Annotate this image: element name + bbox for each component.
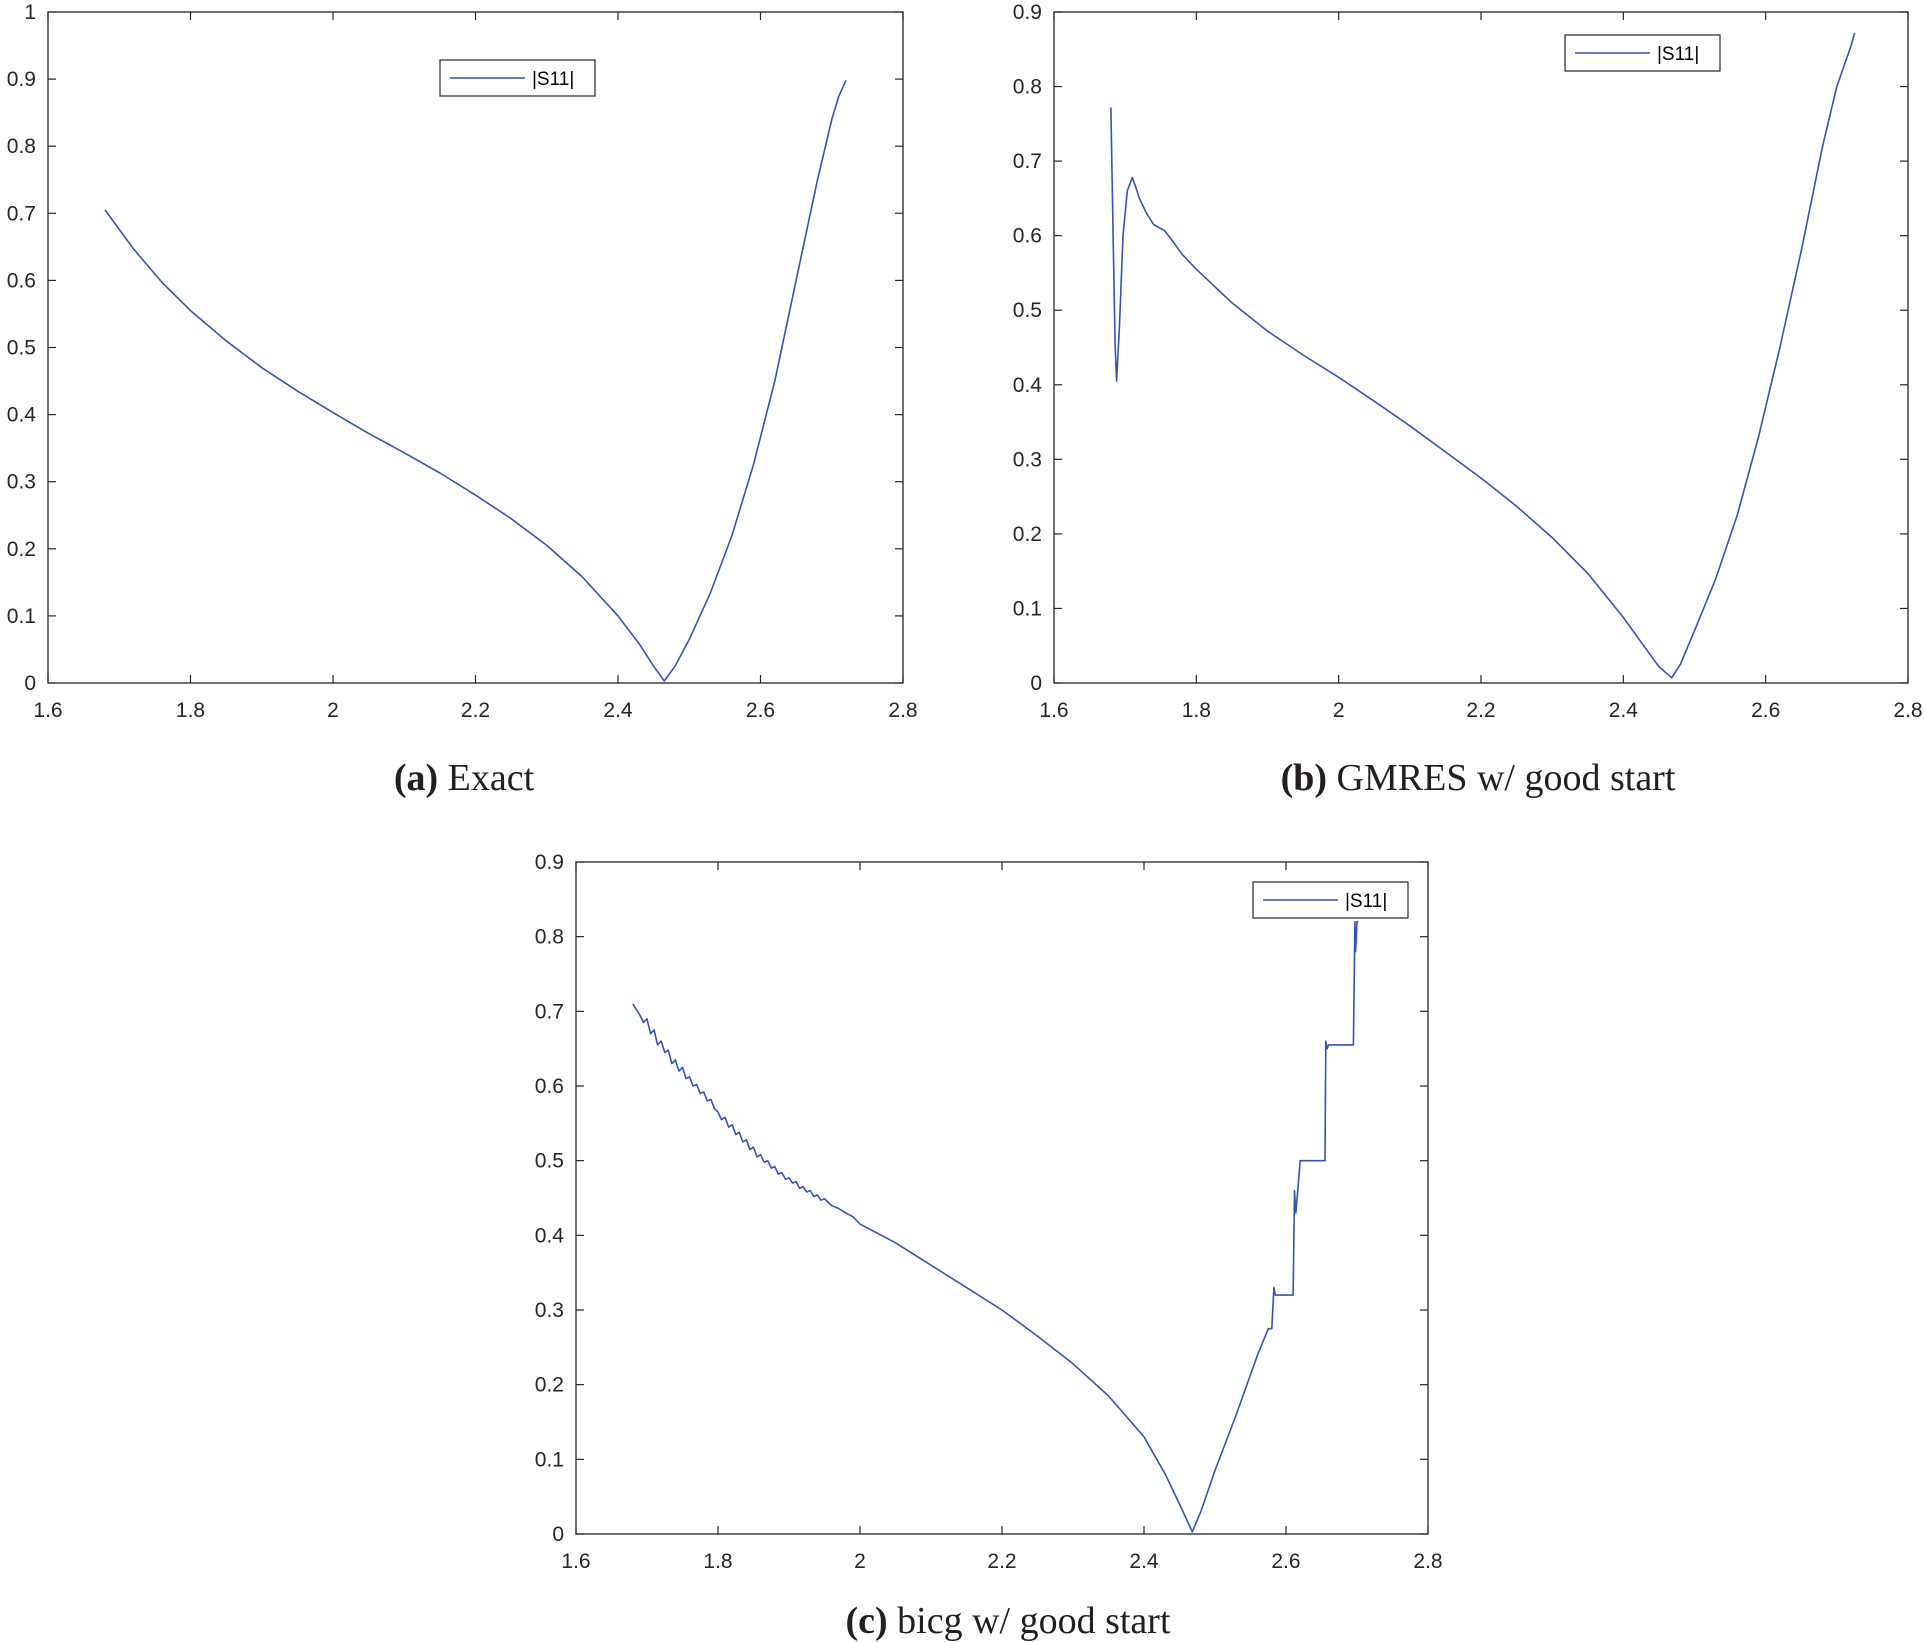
y-tick-label: 1	[24, 1, 36, 24]
y-tick-label: 0.7	[7, 202, 36, 225]
y-tick-label: 0.3	[1013, 448, 1042, 471]
x-tick-label: 2.2	[987, 1550, 1016, 1573]
y-tick-label: 0.8	[7, 135, 36, 158]
y-tick-label: 0.6	[1013, 225, 1042, 248]
y-tick-label: 0.2	[7, 538, 36, 561]
y-tick-label: 0.8	[535, 926, 564, 949]
y-tick-label: 0.2	[535, 1374, 564, 1397]
x-tick-label: 2.8	[888, 699, 917, 722]
x-tick-label: 1.6	[1039, 699, 1068, 722]
x-tick-label: 2.6	[746, 699, 775, 722]
y-tick-label: 0.1	[1013, 597, 1042, 620]
series-line-s11	[1110, 32, 1856, 679]
x-tick-label: 2.4	[603, 699, 633, 722]
x-tick-label: 2.4	[1129, 1550, 1159, 1573]
y-tick-label: 0.6	[535, 1075, 564, 1098]
x-tick-label: 2.2	[1466, 699, 1495, 722]
y-tick-label: 0.6	[7, 269, 36, 292]
x-tick-label: 1.6	[33, 699, 62, 722]
x-tick-label: 1.8	[703, 1550, 732, 1573]
x-tick-label: 2	[1333, 699, 1345, 722]
panel-a: 1.6 1.8 2 2.2 2.4 2.6 2.8 0 0.1 0.2 0.3 0.4 0.5 0.6 0.…	[7, 1, 918, 722]
series-line-s11	[104, 80, 847, 682]
y-tick-label: 0	[552, 1523, 564, 1546]
y-tick-label: 0.4	[1013, 374, 1043, 397]
panel-b: 1.6 1.8 2 2.2 2.4 2.6 2.8 0 0.1 0.2 0.3 0.4 0.5 0.6 0.…	[1013, 1, 1923, 722]
y-tick-label: 0.5	[1013, 299, 1042, 322]
y-tick-label: 0.4	[7, 404, 37, 427]
x-tick-label: 1.8	[1182, 699, 1211, 722]
y-tick-label: 0.3	[535, 1299, 564, 1322]
y-tick-label: 0.9	[7, 68, 36, 91]
y-tick-label: 0.3	[7, 471, 36, 494]
panel-c: 1.6 1.8 2 2.2 2.4 2.6 2.8 0 0.1 0.2 0.3 0.4 0.5 0.6 0.…	[535, 851, 1443, 1573]
x-tick-label: 2.8	[1893, 699, 1922, 722]
x-tick-label: 1.8	[176, 699, 205, 722]
x-tick-label: 2	[854, 1550, 866, 1573]
caption-a: (a) Exact	[394, 757, 535, 799]
y-tick-label: 0.1	[535, 1448, 564, 1471]
y-tick-label: 0	[24, 672, 36, 695]
x-tick-label: 2.6	[1271, 1550, 1300, 1573]
x-tick-label: 2.4	[1609, 699, 1639, 722]
y-tick-label: 0.8	[1013, 76, 1042, 99]
x-tick-label: 2.8	[1413, 1550, 1442, 1573]
x-tick-label: 1.6	[561, 1550, 590, 1573]
x-tick-label: 2	[327, 699, 339, 722]
y-tick-label: 0.4	[535, 1224, 565, 1247]
x-tick-label: 2.2	[461, 699, 490, 722]
y-tick-label: 0	[1030, 672, 1042, 695]
caption-b: (b) GMRES w/ good start	[1281, 757, 1676, 799]
y-tick-label: 0.5	[7, 337, 36, 360]
y-tick-label: 0.5	[535, 1150, 564, 1173]
y-tick-label: 0.1	[7, 605, 36, 628]
y-tick-label: 0.9	[1013, 1, 1042, 24]
y-tick-label: 0.9	[535, 851, 564, 874]
x-tick-label: 2.6	[1751, 699, 1780, 722]
legend-label: |S11|	[1657, 44, 1699, 65]
caption-c: (c) bicg w/ good start	[845, 1600, 1170, 1642]
legend-label: |S11|	[532, 69, 574, 90]
y-tick-label: 0.2	[1013, 523, 1042, 546]
series-line-s11	[632, 920, 1359, 1533]
y-tick-label: 0.7	[535, 1000, 564, 1023]
y-tick-label: 0.7	[1013, 150, 1042, 173]
legend-label: |S11|	[1345, 891, 1387, 912]
